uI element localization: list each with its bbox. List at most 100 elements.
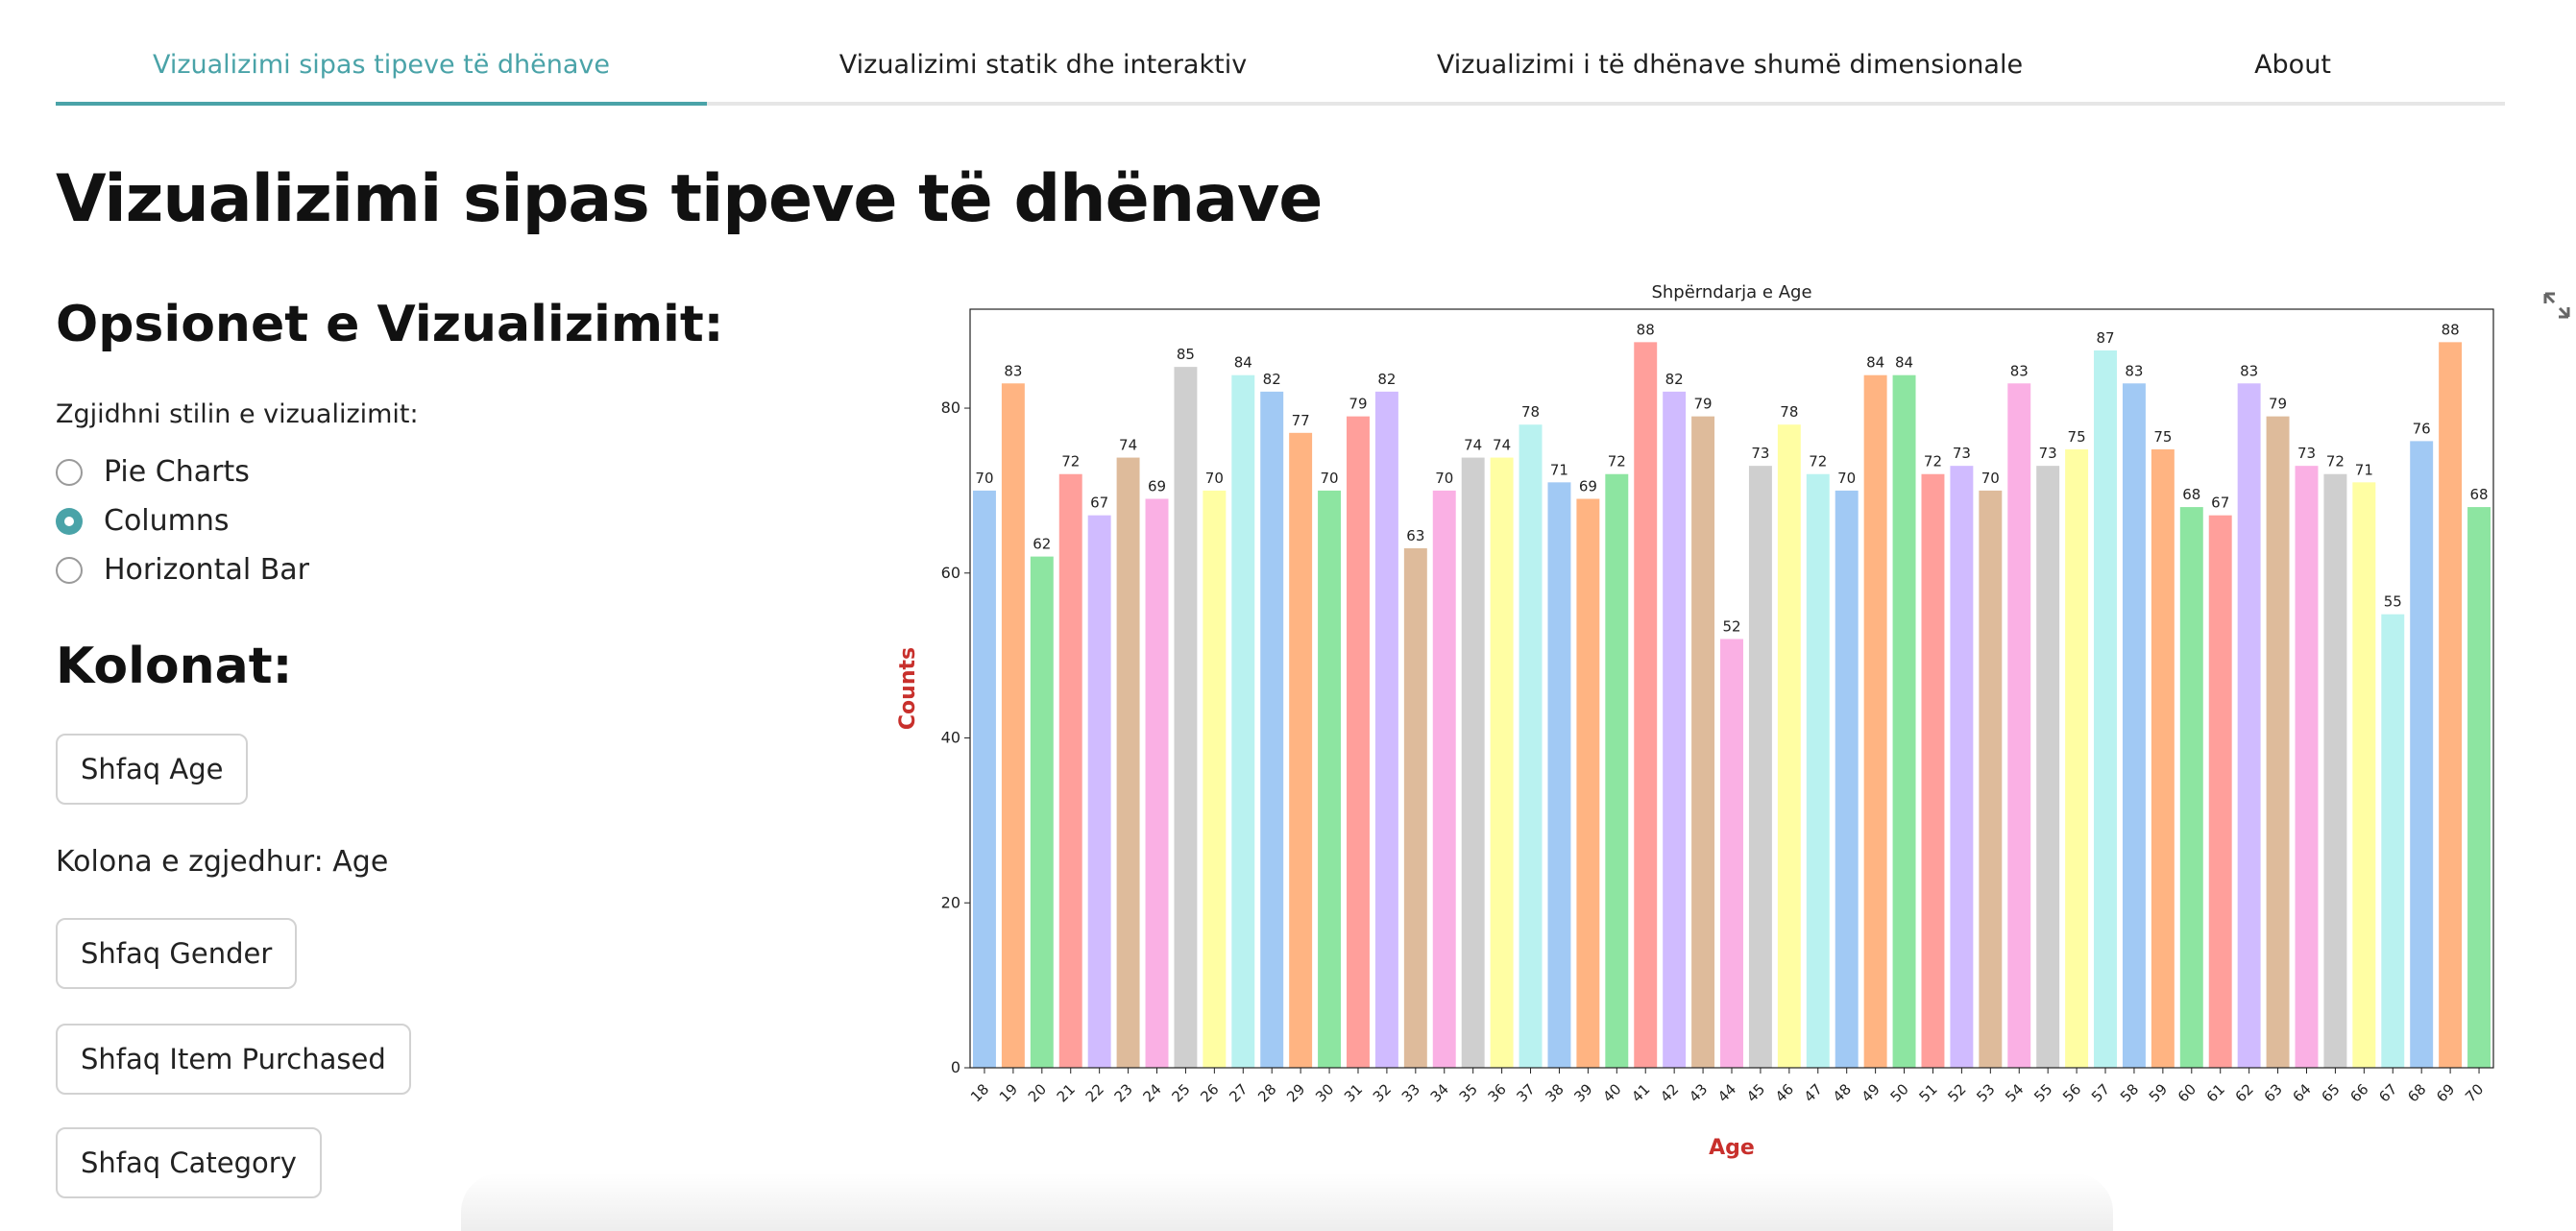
radio-group-caption: Zgjidhni stilin e vizualizimit:: [56, 399, 419, 429]
radio-circle-checked[interactable]: [56, 507, 83, 535]
x-tick-60: 60: [2175, 1080, 2199, 1105]
x-tick-64: 64: [2290, 1080, 2315, 1105]
x-tick-66: 66: [2346, 1080, 2371, 1105]
show-age-button[interactable]: Shfaq Age: [56, 734, 249, 805]
bar-22: [1087, 515, 1111, 1068]
bar-48: [1835, 490, 1859, 1068]
show-item-purchased-button[interactable]: Shfaq Item Purchased: [56, 1024, 411, 1095]
x-tick-23: 23: [1111, 1080, 1136, 1105]
bottom-shadow: [461, 1173, 2113, 1231]
show-gender-button[interactable]: Shfaq Gender: [56, 918, 298, 989]
x-tick-29: 29: [1283, 1080, 1308, 1105]
x-tick-27: 27: [1226, 1080, 1251, 1105]
y-tick-40: 40: [941, 729, 960, 747]
tab-label: Vizualizimi i të dhënave shumë dimension…: [1436, 49, 2024, 80]
data-label-32: 82: [1377, 371, 1396, 388]
x-tick-20: 20: [1025, 1080, 1050, 1105]
x-tick-61: 61: [2203, 1080, 2228, 1105]
x-tick-43: 43: [1686, 1080, 1711, 1105]
bar-69: [2439, 342, 2463, 1068]
x-tick-34: 34: [1427, 1080, 1452, 1105]
radio-horizontal-bar[interactable]: Horizontal Bar: [56, 545, 309, 594]
show-category-button[interactable]: Shfaq Category: [56, 1127, 322, 1198]
data-label-48: 70: [1837, 470, 1856, 487]
data-label-25: 85: [1177, 346, 1195, 363]
tab-multidimensional[interactable]: Vizualizimi i të dhënave shumë dimension…: [1379, 27, 2080, 102]
bar-18: [972, 490, 996, 1068]
x-tick-31: 31: [1341, 1080, 1366, 1105]
bar-67: [2381, 614, 2405, 1068]
x-tick-49: 49: [1859, 1080, 1883, 1105]
radio-circle[interactable]: [56, 458, 83, 486]
x-tick-52: 52: [1944, 1080, 1969, 1105]
bar-19: [1001, 383, 1025, 1068]
data-label-49: 84: [1866, 354, 1884, 372]
data-label-65: 72: [2326, 453, 2345, 471]
x-tick-19: 19: [996, 1080, 1021, 1105]
x-tick-69: 69: [2433, 1080, 2458, 1105]
bar-37: [1519, 424, 1543, 1068]
x-tick-53: 53: [1973, 1080, 1998, 1105]
x-tick-44: 44: [1714, 1080, 1739, 1105]
tab-static-interactive[interactable]: Vizualizimi statik dhe interaktiv: [707, 27, 1379, 102]
data-label-68: 76: [2413, 420, 2431, 437]
bar-38: [1547, 482, 1571, 1069]
bar-26: [1203, 490, 1227, 1068]
data-label-56: 75: [2068, 428, 2086, 446]
data-label-24: 69: [1148, 478, 1166, 495]
x-tick-38: 38: [1542, 1080, 1567, 1105]
x-tick-33: 33: [1398, 1080, 1423, 1105]
data-label-42: 82: [1665, 371, 1684, 388]
radio-circle[interactable]: [56, 556, 83, 584]
bar-45: [1748, 466, 1772, 1068]
bar-46: [1777, 424, 1801, 1068]
bar-51: [1921, 473, 1945, 1068]
data-label-21: 72: [1061, 453, 1080, 471]
data-label-31: 79: [1349, 396, 1367, 413]
data-label-50: 84: [1895, 354, 1913, 372]
age-distribution-chart: Shpërndarja e Age 70 18 83 19 62 20 72 21 67 22 74 2…: [874, 269, 2526, 1171]
bar-25: [1174, 367, 1198, 1068]
data-label-38: 71: [1550, 461, 1568, 478]
x-tick-47: 47: [1801, 1080, 1826, 1105]
x-tick-32: 32: [1370, 1080, 1395, 1105]
page-title: Vizualizimi sipas tipeve të dhënave: [56, 161, 1323, 237]
bar-28: [1260, 391, 1284, 1068]
data-label-35: 74: [1464, 437, 1482, 454]
x-tick-67: 67: [2375, 1080, 2400, 1105]
radio-pie-charts[interactable]: Pie Charts: [56, 447, 309, 496]
data-label-37: 78: [1521, 403, 1540, 421]
y-tick-80: 80: [941, 398, 960, 417]
radio-label: Horizontal Bar: [104, 553, 310, 587]
tab-label: Vizualizimi sipas tipeve të dhënave: [152, 49, 611, 80]
y-tick-20: 20: [941, 893, 960, 911]
data-label-19: 83: [1004, 362, 1022, 379]
tab-about[interactable]: About: [2080, 27, 2505, 102]
bar-39: [1576, 498, 1600, 1068]
plot-frame: [969, 308, 2494, 1069]
bar-63: [2266, 416, 2290, 1068]
expand-icon[interactable]: [2541, 290, 2572, 321]
bar-43: [1691, 416, 1715, 1068]
data-label-39: 69: [1579, 478, 1597, 495]
data-label-30: 70: [1321, 470, 1339, 487]
data-label-51: 72: [1924, 453, 1942, 471]
radio-label: Pie Charts: [104, 455, 250, 489]
bar-33: [1403, 548, 1427, 1068]
radio-columns[interactable]: Columns: [56, 496, 309, 545]
columns-heading: Kolonat:: [56, 638, 293, 695]
x-tick-18: 18: [967, 1080, 992, 1105]
x-tick-62: 62: [2232, 1080, 2257, 1105]
bar-31: [1347, 416, 1370, 1068]
data-label-44: 52: [1722, 617, 1740, 635]
tab-label: About: [2254, 49, 2331, 80]
x-tick-30: 30: [1312, 1080, 1337, 1105]
bar-58: [2122, 383, 2146, 1068]
tab-data-types[interactable]: Vizualizimi sipas tipeve të dhënave: [56, 27, 707, 106]
bar-66: [2352, 482, 2376, 1069]
data-label-67: 55: [2384, 593, 2402, 611]
bar-36: [1490, 457, 1514, 1069]
bar-50: [1892, 374, 1916, 1068]
data-label-62: 83: [2240, 362, 2258, 379]
bar-52: [1950, 466, 1974, 1068]
